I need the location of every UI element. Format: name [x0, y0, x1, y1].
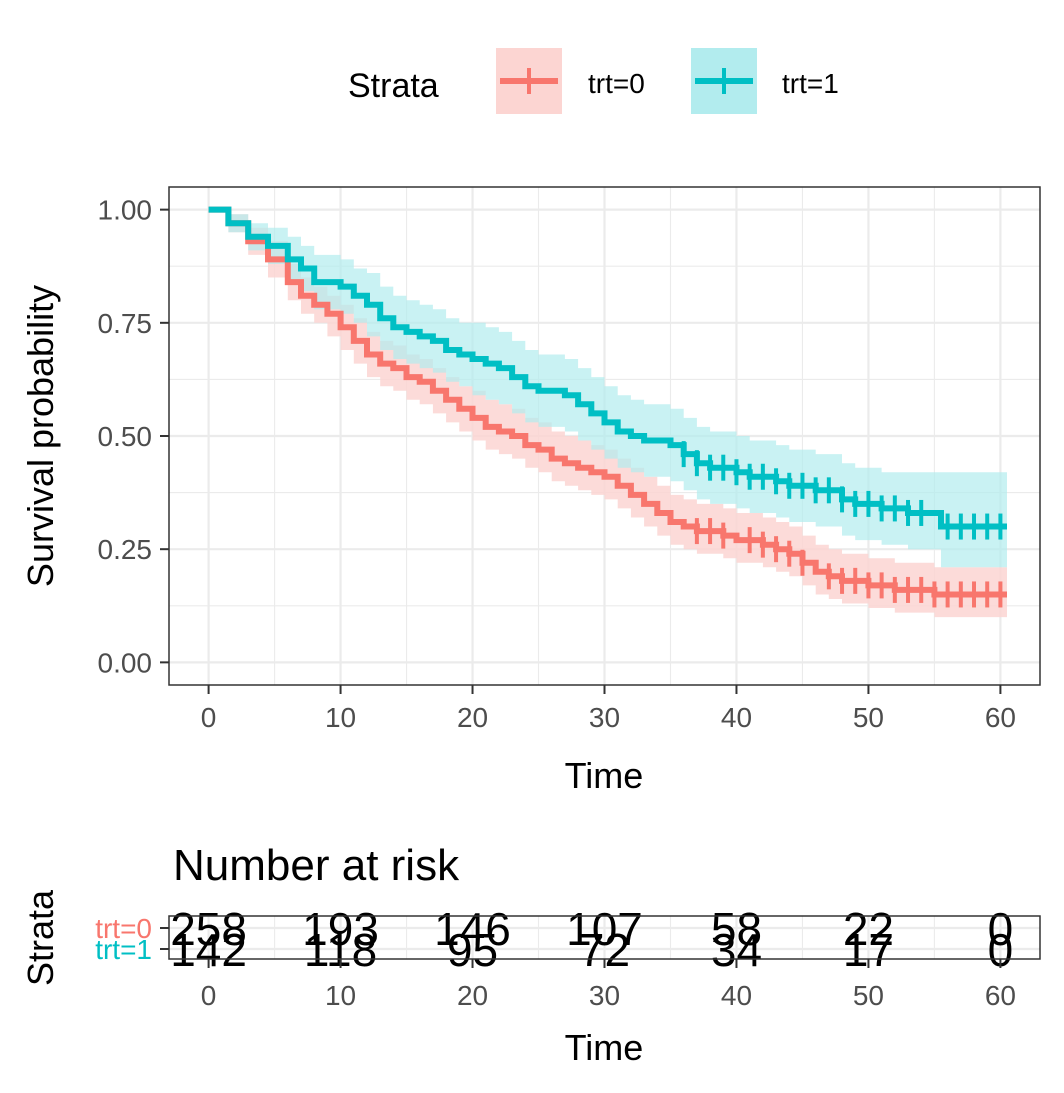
risk-table: Number at risk 258 193 146 107 58 22 0 142 118 95…	[20, 841, 1041, 1068]
risk-x-axis-title: Time	[565, 1027, 644, 1068]
risk-value-trt0: 107	[566, 903, 643, 955]
y-tick-label: 0.50	[98, 421, 153, 452]
legend-item-trt0: trt=0	[496, 48, 645, 114]
y-tick-label: 1.00	[98, 195, 153, 226]
confidence-bands	[208, 209, 1008, 618]
y-axis-title: Survival probability	[20, 285, 61, 587]
censor-marks	[681, 441, 1003, 608]
risk-x-tick-label: 20	[457, 980, 488, 1011]
legend-label-trt1: trt=1	[782, 68, 839, 99]
risk-value-trt0: 0	[988, 903, 1014, 955]
risk-value-trt0: 58	[711, 903, 762, 955]
y-tick-label: 0.00	[98, 647, 153, 678]
x-tick-label: 60	[985, 702, 1016, 733]
plot-axes: 0 10 20 30 40 50 60 0.00 0.25 0.50 0.75 1.00	[98, 195, 1016, 733]
risk-x-tick-label: 0	[201, 980, 217, 1011]
risk-value-trt1: 72	[579, 924, 630, 976]
y-tick-label: 0.25	[98, 534, 153, 565]
risk-y-axis-title: Strata	[20, 889, 61, 986]
survival-line-trt0	[208, 206, 1007, 598]
legend-title: Strata	[348, 67, 439, 105]
risk-value-trt1: 0	[988, 924, 1014, 976]
risk-value-trt0: 22	[843, 903, 894, 955]
y-tick-label: 0.75	[98, 308, 153, 339]
confidence-band-trt1	[208, 209, 1008, 568]
legend-item-trt1: trt=1	[691, 48, 839, 114]
risk-table-title: Number at risk	[173, 841, 460, 890]
risk-value-trt1: 118	[304, 924, 377, 976]
risk-x-tick-label: 60	[985, 980, 1016, 1011]
risk-value-trt0: 193	[302, 903, 379, 955]
legend-label-trt0: trt=0	[588, 68, 645, 99]
risk-row-label-trt0: trt=0	[95, 913, 152, 944]
risk-x-tick-label: 30	[589, 980, 620, 1011]
survival-lines	[208, 206, 1007, 598]
risk-x-tick-label: 10	[325, 980, 356, 1011]
x-tick-label: 10	[325, 702, 356, 733]
risk-grid	[169, 916, 1040, 959]
x-tick-label: 40	[721, 702, 752, 733]
risk-values: 258 193 146 107 58 22 0 142 118 95 72 34 17 0	[170, 903, 1013, 976]
risk-value-trt1: 95	[447, 924, 498, 976]
x-tick-label: 0	[201, 702, 217, 733]
confidence-band-trt0	[208, 209, 1008, 618]
risk-value-trt0: 146	[434, 903, 511, 955]
x-axis-title: Time	[565, 755, 644, 796]
risk-value-trt1: 34	[711, 924, 762, 976]
survival-line-trt1	[208, 206, 1007, 530]
risk-value-trt0: 258	[170, 903, 247, 955]
x-tick-label: 50	[853, 702, 884, 733]
risk-x-tick-label: 40	[721, 980, 752, 1011]
survival-plot: 0 10 20 30 40 50 60 0.00 0.25 0.50 0.75 1.00 Time S…	[20, 186, 1041, 796]
risk-value-trt1: 142	[170, 924, 247, 976]
risk-row-label-trt1: trt=1	[95, 934, 152, 965]
x-tick-label: 30	[589, 702, 620, 733]
legend: Strata trt=0 trt=1	[348, 48, 839, 114]
risk-x-tick-label: 50	[853, 980, 884, 1011]
risk-value-trt1: 17	[843, 924, 894, 976]
x-tick-label: 20	[457, 702, 488, 733]
